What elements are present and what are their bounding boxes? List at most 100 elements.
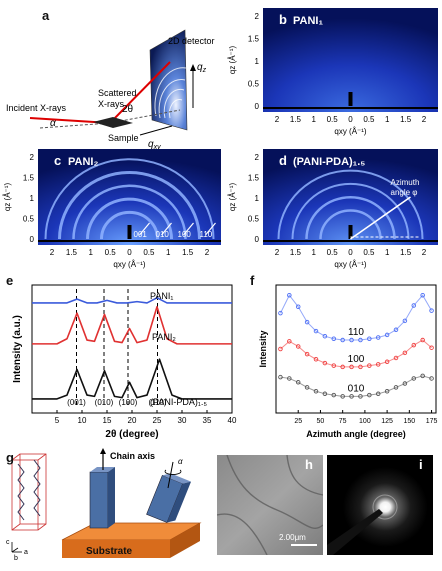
azimuth-label: angle φ	[391, 188, 418, 197]
y-tick-label: 1	[255, 57, 260, 66]
gisaxs-image-c: 2 1.5 1 0.5 0 2 1.5 1 0.5 0 0.5 1 1.5 2 qz (Å⁻¹) qxy (Å…	[3, 149, 221, 269]
data-point	[367, 336, 372, 342]
x-tick-label: 1	[312, 115, 317, 124]
series-label: 100	[348, 354, 365, 365]
x-tick-label: 2	[422, 115, 427, 124]
data-point	[295, 344, 301, 349]
data-point	[340, 394, 345, 399]
panel-letter-f: f	[250, 273, 255, 288]
data-point	[287, 376, 292, 381]
x-tick-label: 0.5	[105, 248, 117, 257]
data-point	[393, 385, 399, 390]
panel-letter-d: d	[279, 153, 287, 168]
series-line	[32, 358, 232, 400]
y-tick-label: 0	[255, 235, 260, 244]
panel-g: c a b Substrate Chain axis α g	[0, 448, 215, 566]
data-point	[367, 363, 372, 368]
x-tick-label: 2	[205, 248, 210, 257]
x-tick-label: 40	[228, 416, 237, 425]
qxy-axis	[139, 125, 173, 136]
plot-frame	[275, 284, 437, 414]
data-point	[367, 392, 372, 398]
y-axis-label: qz (Å⁻¹)	[3, 183, 12, 212]
y-tick-label: 1.5	[248, 174, 260, 183]
svg-text:qxy: qxy	[148, 139, 161, 150]
svg-text:qz: qz	[197, 62, 207, 74]
data-point	[278, 374, 283, 380]
x-axis-label: qxy (Å⁻¹)	[334, 127, 367, 136]
x-tick-label: 1.5	[290, 248, 302, 257]
y-axis-label: qz (Å⁻¹)	[228, 183, 237, 212]
x-tick-label: 175	[426, 418, 438, 425]
data-point	[287, 339, 292, 344]
panel-title-c: PANI₂	[68, 156, 98, 168]
data-point	[304, 385, 310, 390]
y-tick-label: 2	[255, 12, 260, 21]
data-point	[349, 364, 354, 370]
data-point	[411, 303, 417, 308]
data-point	[375, 335, 381, 340]
panel-h: 2.00μm h	[216, 454, 324, 556]
data-point	[322, 391, 328, 397]
scattering-geometry-diagram: qz qxy 2D detector Incident X-rays Scatt…	[6, 29, 215, 151]
panel-letter-g: g	[6, 450, 14, 465]
data-point	[402, 381, 408, 386]
panel-d: 2 1.5 1 0.5 0 2 1.5 1 0.5 0 0.5 1 1.5 2 qz (Å⁻¹) qxy (Å…	[225, 143, 442, 275]
panel-a: qz qxy 2D detector Incident X-rays Scatt…	[0, 0, 225, 151]
data-point	[420, 337, 425, 343]
chain-sketch	[17, 459, 41, 521]
data-point	[402, 350, 408, 356]
y-tick-label: 1	[255, 194, 260, 203]
data-point	[349, 394, 354, 399]
x-tick-label: 0.5	[327, 248, 339, 257]
data-point	[295, 304, 301, 310]
two-theta-label: 2θ	[122, 104, 134, 115]
x-tick-label: 0.5	[327, 115, 339, 124]
data-point	[429, 376, 434, 381]
x-axis-label: 2θ (degree)	[105, 429, 158, 440]
x-tick-label: 2	[50, 248, 55, 257]
panel-c: 2 1.5 1 0.5 0 2 1.5 1 0.5 0 0.5 1 1.5 2 qz (Å⁻¹) qxy (Å…	[0, 143, 225, 275]
series-label: 010	[348, 383, 365, 394]
svg-text:c: c	[6, 539, 10, 546]
coordinate-axes	[11, 542, 22, 553]
substrate-side	[170, 523, 200, 558]
scattered-label-2: X-rays	[98, 99, 125, 109]
svg-text:a: a	[24, 549, 28, 556]
data-point	[331, 392, 337, 398]
series-label: PANI₂	[152, 332, 176, 342]
scattering-ring	[277, 169, 424, 240]
panel-letter-b: b	[279, 12, 287, 27]
panel-letter-h: h	[305, 457, 313, 472]
data-point	[358, 394, 363, 399]
data-point	[420, 292, 425, 298]
data-point	[384, 388, 390, 394]
scattered-beam	[109, 61, 171, 124]
x-tick-label: 1.5	[400, 115, 412, 124]
data-point	[304, 319, 310, 325]
x-tick-label: 0.5	[363, 115, 375, 124]
data-point	[420, 373, 425, 379]
data-point	[375, 391, 381, 397]
y-tick-label: 0.5	[23, 215, 35, 224]
y-axis-label: Intensity	[258, 330, 268, 367]
y-axis-label: qz (Å⁻¹)	[228, 46, 237, 75]
beam-stop	[127, 225, 132, 239]
data-point	[411, 342, 417, 348]
series-line	[32, 305, 232, 345]
data-point	[429, 345, 434, 350]
scattering-ring	[100, 210, 159, 240]
unit-cell-sketch	[11, 453, 47, 531]
scattering-ring	[58, 171, 201, 240]
peak-label: 010	[156, 230, 170, 239]
panel-letter-e: e	[6, 273, 14, 288]
alpha-label: α	[50, 118, 56, 129]
peak-label: (010)	[95, 398, 114, 407]
data-point	[340, 364, 345, 370]
peak-label: (001)	[67, 398, 86, 407]
x-tick-label: 25	[153, 416, 162, 425]
scattered-label-1: Scattered	[98, 88, 137, 98]
data-point	[393, 355, 399, 361]
svg-text:α: α	[178, 457, 183, 466]
x-tick-label: 1	[385, 248, 390, 257]
